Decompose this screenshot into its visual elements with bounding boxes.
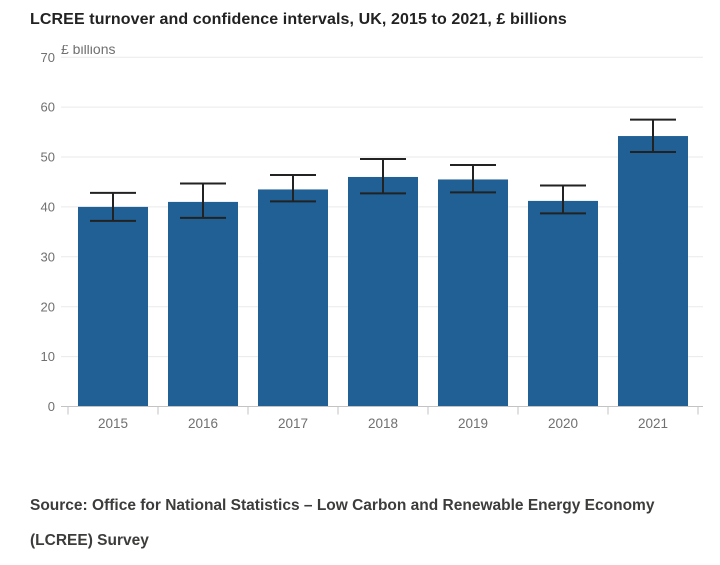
bar-2019 — [438, 179, 508, 407]
source-note: Source: Office for National Statistics –… — [30, 497, 655, 549]
x-tick-label-2020: 2020 — [548, 416, 578, 431]
y-tick-label-40: 40 — [41, 199, 55, 214]
bar-2021 — [618, 136, 688, 407]
y-tick-label-60: 60 — [41, 100, 55, 115]
x-tick-label-2016: 2016 — [188, 416, 218, 431]
bar-chart: 0 10 20 30 40 50 60 70 2015 2016 2017 2018 2019 2020 2… — [0, 45, 720, 445]
y-tick-label-70: 70 — [41, 50, 55, 65]
y-tick-label-20: 20 — [41, 299, 55, 314]
x-tick-label-2017: 2017 — [278, 416, 308, 431]
bar-2016 — [168, 201, 238, 407]
y-tick-label-0: 0 — [48, 399, 55, 414]
bar-2017 — [258, 189, 328, 407]
bar-2020 — [528, 200, 598, 407]
y-axis-unit-label: £ billions — [61, 45, 115, 57]
x-tick-label-2018: 2018 — [368, 416, 398, 431]
x-tick-label-2019: 2019 — [458, 416, 488, 431]
y-tick-label-10: 10 — [41, 349, 55, 364]
x-tick-label-2015: 2015 — [98, 416, 128, 431]
bar-2015 — [78, 206, 148, 407]
bar-2018 — [348, 176, 418, 407]
y-tick-label-30: 30 — [41, 249, 55, 264]
chart-title: LCREE turnover and confidence intervals,… — [30, 11, 567, 28]
bar-chart-canvas: 0 10 20 30 40 50 60 70 2015 2016 2017 2018 2019 2020 2… — [41, 45, 703, 431]
y-tick-label-50: 50 — [41, 150, 55, 165]
x-tick-label-2021: 2021 — [638, 416, 668, 431]
